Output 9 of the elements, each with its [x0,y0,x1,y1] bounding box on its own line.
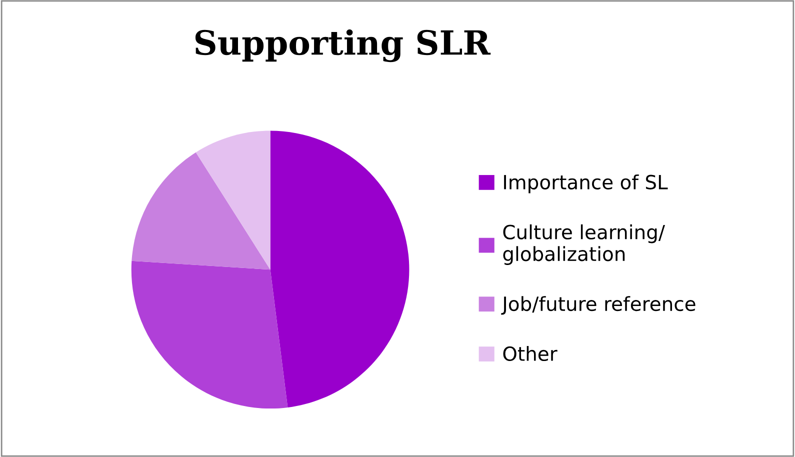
legend-label: Importance of SL [504,174,668,194]
legend-label: Job/future reference [501,296,696,315]
legend-label: Culture learning/ globalization [503,224,665,265]
pie-slice [132,152,270,270]
pie-slice [270,130,410,408]
pie-slice [196,130,270,270]
chart-title: Supporting SLR [195,29,491,62]
legend-label: Other [503,346,558,362]
pie-slice [131,260,288,409]
